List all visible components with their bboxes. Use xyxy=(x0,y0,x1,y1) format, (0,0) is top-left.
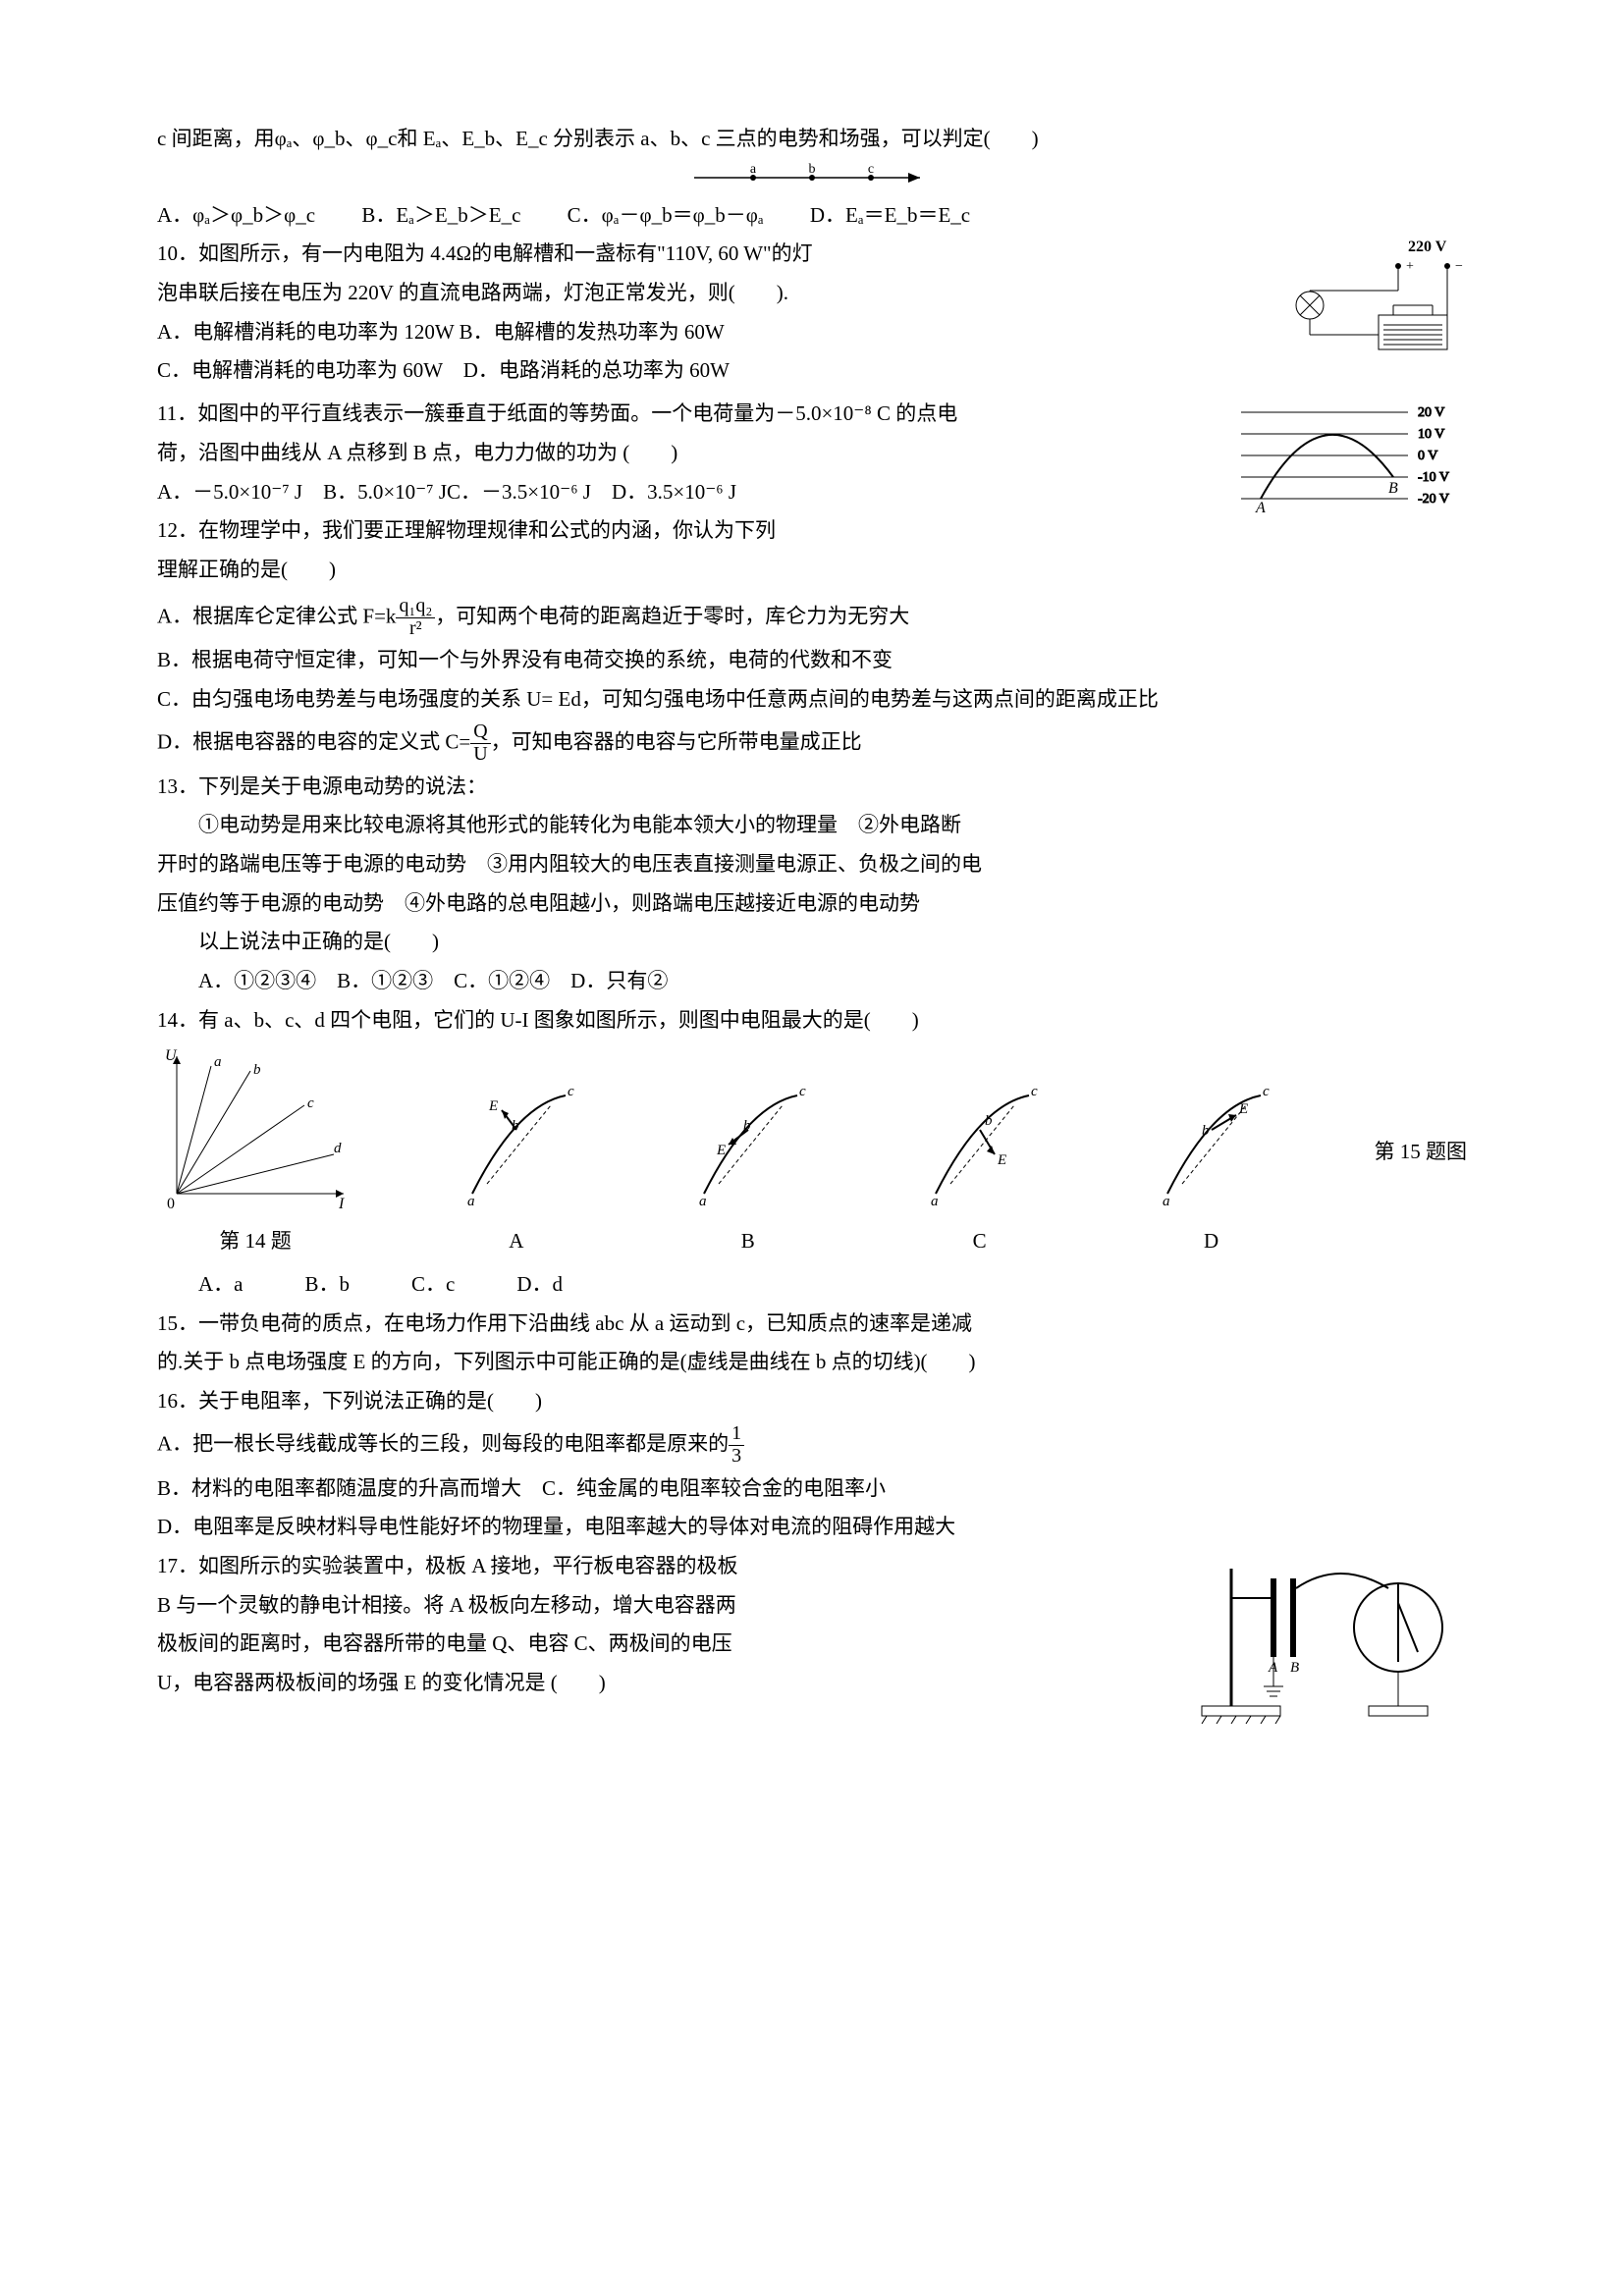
q9-label-a: a xyxy=(750,163,757,177)
svg-text:E: E xyxy=(997,1152,1006,1168)
q9-label-c: c xyxy=(868,163,874,177)
q13-l1: ①电动势是用来比较电源将其他形式的能转化为电能本领大小的物理量 ②外电路断 xyxy=(157,808,1467,843)
svg-text:c: c xyxy=(1031,1084,1038,1099)
q15-stem2: 的.关于 b 点电场强度 E 的方向，下列图示中可能正确的是(虚线是曲线在 b … xyxy=(157,1345,1467,1380)
q15-fig-D: a b c E xyxy=(1143,1076,1280,1213)
q13-l3: 压值约等于电源的电动势 ④外电路的总电阻越小，则路端电压越接近电源的电动势 xyxy=(157,886,1467,922)
svg-text:b: b xyxy=(985,1113,993,1129)
q11-A-label: A xyxy=(1255,500,1266,516)
svg-text:E: E xyxy=(488,1098,498,1114)
q13-l4: 以上说法中正确的是( ) xyxy=(157,925,1467,960)
q12-B: B．根据电荷守恒定律，可知一个与外界没有电荷交换的系统，电荷的代数和不变 xyxy=(157,643,1467,678)
q14-fig: U I 0 a b c d xyxy=(157,1046,353,1213)
q14-axis-U: U xyxy=(165,1047,178,1064)
q17-fig-wrap: A B xyxy=(1192,1549,1467,1737)
q12-D-pre: D．根据电容器的电容的定义式 C= xyxy=(157,729,470,753)
svg-text:c: c xyxy=(1263,1084,1270,1099)
q10-fig: 220 V + − xyxy=(1271,237,1467,364)
q15-panel-A: A xyxy=(448,1224,585,1259)
q15-panel-C: C xyxy=(911,1224,1049,1259)
q9-label-b: b xyxy=(809,163,816,177)
q9-opts: A．φₐ＞φ_b＞φ_c B．Eₐ＞E_b＞E_c C．φₐ－φ_b＝φ_b－φ… xyxy=(157,198,1467,234)
q12-D-den: U xyxy=(470,744,490,766)
q14-title: 第 14 题 xyxy=(157,1224,353,1259)
q14-q15-figs: U I 0 a b c d 第 14 题 a b c E A a b c xyxy=(157,1046,1467,1259)
q9-A: A．φₐ＞φ_b＞φ_c xyxy=(157,203,315,227)
q11-B-label: B xyxy=(1388,480,1398,497)
svg-text:E: E xyxy=(1238,1101,1248,1117)
q9-B: B．Eₐ＞E_b＞E_c xyxy=(361,203,520,227)
q12-D-post: ，可知电容器的电容与它所带电量成正比 xyxy=(491,729,862,753)
q10-fig-wrap: 220 V + − xyxy=(1271,237,1467,376)
q13-l2: 开时的路端电压等于电源的电动势 ③用内阻较大的电压表直接测量电源正、负极之间的电 xyxy=(157,847,1467,882)
q15-title: 第 15 题图 xyxy=(1374,1135,1467,1170)
svg-text:c: c xyxy=(568,1084,574,1099)
q13-opts: A．①②③④ B．①②③ C．①②④ D．只有② xyxy=(157,964,1467,999)
q15-fig-C: a b c E xyxy=(911,1076,1049,1213)
svg-text:c: c xyxy=(307,1095,314,1111)
svg-text:+: + xyxy=(1406,259,1414,274)
q16-A-num: 1 xyxy=(729,1423,744,1446)
q13-stem: 13．下列是关于电源电动势的说法： xyxy=(157,770,1467,805)
q11-lv3: -10 V xyxy=(1418,470,1449,485)
q11-lv0: 20 V xyxy=(1418,405,1444,420)
q11-lv4: -20 V xyxy=(1418,492,1449,507)
svg-text:a: a xyxy=(699,1194,707,1209)
q16-stem: 16．关于电阻率，下列说法正确的是( ) xyxy=(157,1384,1467,1419)
q16-A: A．把一根长导线截成等长的三段，则每段的电阻率都是原来的13 xyxy=(157,1423,1467,1468)
q12-A-pre: A．根据库仑定律公式 F=k xyxy=(157,604,396,627)
svg-text:a: a xyxy=(931,1194,939,1209)
svg-text:a: a xyxy=(1163,1194,1170,1209)
q15-panel-D: D xyxy=(1143,1224,1280,1259)
svg-text:b: b xyxy=(253,1062,261,1078)
q16-A-den: 3 xyxy=(729,1446,744,1468)
q10-220v-label: 220 V xyxy=(1408,239,1447,255)
q17-fig: A B xyxy=(1192,1549,1467,1726)
q9-fig: a b c xyxy=(684,163,940,192)
q9-C: C．φₐ－φ_b＝φ_b－φₐ xyxy=(568,203,764,227)
svg-text:a: a xyxy=(467,1194,475,1209)
q12-A: A．根据库仑定律公式 F=kq₁q₂r²，可知两个电荷的距离趋近于零时，库仑力为… xyxy=(157,596,1467,640)
q15-fig-A: a b c E xyxy=(448,1076,585,1213)
q12-C: C．由匀强电场电势差与电场强度的关系 U= Ed，可知匀强电场中任意两点间的电势… xyxy=(157,682,1467,718)
q11-lv1: 10 V xyxy=(1418,427,1444,442)
q15-panel-B: B xyxy=(679,1224,817,1259)
q11-fig: 20 V 10 V 0 V -10 V -20 V A B xyxy=(1231,393,1467,520)
q15-stem1: 15．一带负电荷的质点，在电场力作用下沿曲线 abc 从 a 运动到 c，已知质… xyxy=(157,1307,1467,1342)
q12-A-post: ，可知两个电荷的距离趋近于零时，库仑力为无穷大 xyxy=(435,604,909,627)
q12-D: D．根据电容器的电容的定义式 C=QU，可知电容器的电容与它所带电量成正比 xyxy=(157,721,1467,766)
q12-A-den: r² xyxy=(396,618,435,640)
svg-text:d: d xyxy=(334,1141,342,1156)
q14-opts: A．a B．b C．c D．d xyxy=(157,1267,1467,1303)
q12-A-num: q₁q₂ xyxy=(396,596,435,618)
q12-stem2: 理解正确的是( ) xyxy=(157,553,1467,588)
svg-text:b: b xyxy=(1202,1123,1210,1139)
q11-lv2: 0 V xyxy=(1418,449,1437,463)
q16-A-pre: A．把一根长导线截成等长的三段，则每段的电阻率都是原来的 xyxy=(157,1431,729,1455)
q14-stem: 14．有 a、b、c、d 四个电阻，它们的 U-I 图象如图所示，则图中电阻最大… xyxy=(157,1003,1467,1039)
q16-D: D．电阻率是反映材料导电性能好坏的物理量，电阻率越大的导体对电流的阻碍作用越大 xyxy=(157,1510,1467,1545)
q15-fig-B: a b c E xyxy=(679,1076,817,1213)
q14-axis-I: I xyxy=(338,1196,345,1212)
q16-B: B．材料的电阻率都随温度的升高而增大 C．纯金属的电阻率较合金的电阻率小 xyxy=(157,1471,1467,1507)
svg-text:c: c xyxy=(799,1084,806,1099)
svg-text:0: 0 xyxy=(167,1196,175,1212)
svg-text:E: E xyxy=(716,1143,726,1158)
q12-D-num: Q xyxy=(470,721,490,744)
q11-fig-wrap: 20 V 10 V 0 V -10 V -20 V A B xyxy=(1231,393,1467,532)
svg-text:a: a xyxy=(214,1054,222,1070)
q9-D: D．Eₐ＝E_b＝E_c xyxy=(810,203,970,227)
svg-text:−: − xyxy=(1455,259,1463,274)
q9-stem: c 间距离，用φₐ、φ_b、φ_c和 Eₐ、E_b、E_c 分别表示 a、b、c… xyxy=(157,122,1467,157)
q17-B-label: B xyxy=(1290,1660,1299,1676)
